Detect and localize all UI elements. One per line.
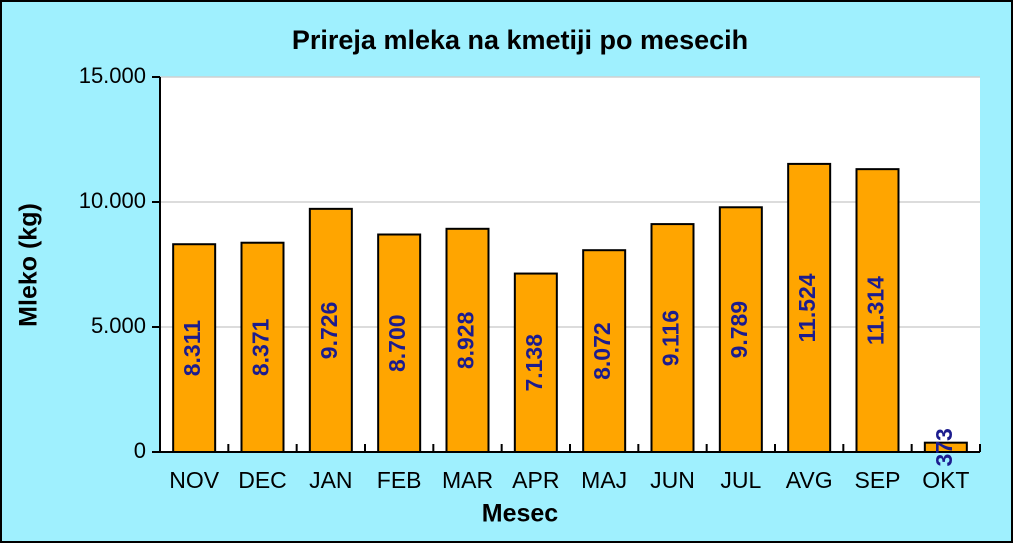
bar [855, 168, 900, 453]
x-tick-label: DEC [238, 467, 287, 493]
y-tick-label: 10.000 [79, 188, 146, 213]
x-tick-label: SEP [854, 467, 900, 493]
value-label: 8.072 [589, 322, 615, 380]
value-label: 373 [931, 428, 957, 466]
bar [718, 206, 763, 453]
bar [650, 223, 695, 453]
plot-area [160, 77, 980, 452]
bar [240, 241, 285, 453]
value-label: 9.726 [316, 302, 342, 360]
value-label: 8.311 [179, 320, 205, 376]
value-label: 11.524 [794, 273, 820, 342]
value-label: 9.789 [726, 301, 752, 359]
bar [377, 233, 422, 453]
bar [445, 227, 490, 453]
value-label: 11.314 [863, 276, 889, 345]
x-tick-label: JUL [720, 467, 761, 493]
chart-title: Prireja mleka na kmetiji po mesecih [292, 25, 748, 55]
x-tick-label: JAN [309, 467, 352, 493]
bar [923, 441, 968, 453]
x-tick-label: APR [512, 467, 559, 493]
value-label: 8.700 [384, 314, 410, 372]
x-tick-label: OKT [922, 467, 969, 493]
x-axis-label: Mesec [482, 500, 559, 528]
y-tick-label: 15.000 [79, 63, 146, 88]
x-tick-label: AVG [786, 467, 833, 493]
value-label: 8.928 [453, 311, 479, 369]
y-tick-label: 0 [134, 438, 146, 463]
bar [172, 243, 217, 453]
bar [513, 272, 558, 453]
bar [787, 162, 832, 453]
value-label: 9.116 [658, 310, 684, 366]
x-tick-label: FEB [377, 467, 422, 493]
value-label: 7.138 [521, 334, 547, 392]
y-tick-label: 5.000 [91, 313, 146, 338]
bar [582, 249, 627, 453]
x-tick-label: MAR [442, 467, 493, 493]
x-tick-label: MAJ [581, 467, 627, 493]
x-tick-label: NOV [169, 467, 220, 493]
x-tick-label: JUN [650, 467, 695, 493]
value-label: 8.371 [248, 318, 274, 376]
y-axis-label: Mleko (kg) [15, 203, 43, 327]
bar [308, 207, 353, 453]
